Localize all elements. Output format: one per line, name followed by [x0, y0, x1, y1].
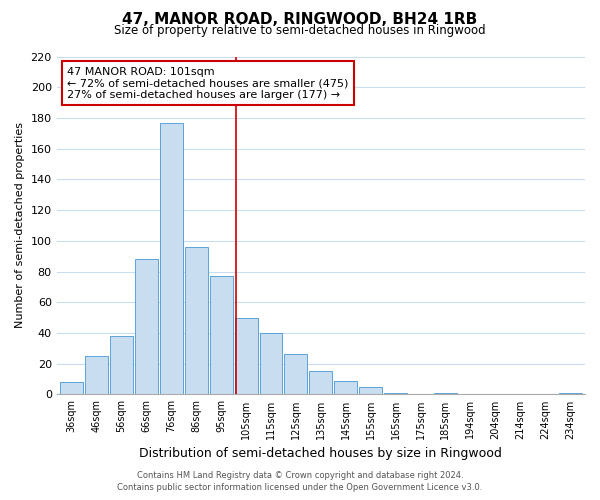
Bar — [310, 372, 332, 394]
Text: Contains HM Land Registry data © Crown copyright and database right 2024.
Contai: Contains HM Land Registry data © Crown c… — [118, 471, 482, 492]
Bar — [334, 380, 357, 394]
Bar — [135, 260, 158, 394]
Bar — [384, 393, 407, 394]
Bar — [110, 336, 133, 394]
Bar — [235, 318, 257, 394]
Bar — [209, 276, 233, 394]
Text: 47 MANOR ROAD: 101sqm
← 72% of semi-detached houses are smaller (475)
27% of sem: 47 MANOR ROAD: 101sqm ← 72% of semi-deta… — [67, 66, 349, 100]
Bar — [359, 387, 382, 394]
Bar — [559, 393, 581, 394]
Bar — [160, 122, 183, 394]
Bar — [260, 333, 283, 394]
X-axis label: Distribution of semi-detached houses by size in Ringwood: Distribution of semi-detached houses by … — [139, 447, 502, 460]
Bar — [434, 393, 457, 394]
Bar — [185, 247, 208, 394]
Bar — [85, 356, 108, 395]
Text: 47, MANOR ROAD, RINGWOOD, BH24 1RB: 47, MANOR ROAD, RINGWOOD, BH24 1RB — [122, 12, 478, 26]
Y-axis label: Number of semi-detached properties: Number of semi-detached properties — [15, 122, 25, 328]
Text: Size of property relative to semi-detached houses in Ringwood: Size of property relative to semi-detach… — [114, 24, 486, 37]
Bar — [60, 382, 83, 394]
Bar — [284, 354, 307, 395]
